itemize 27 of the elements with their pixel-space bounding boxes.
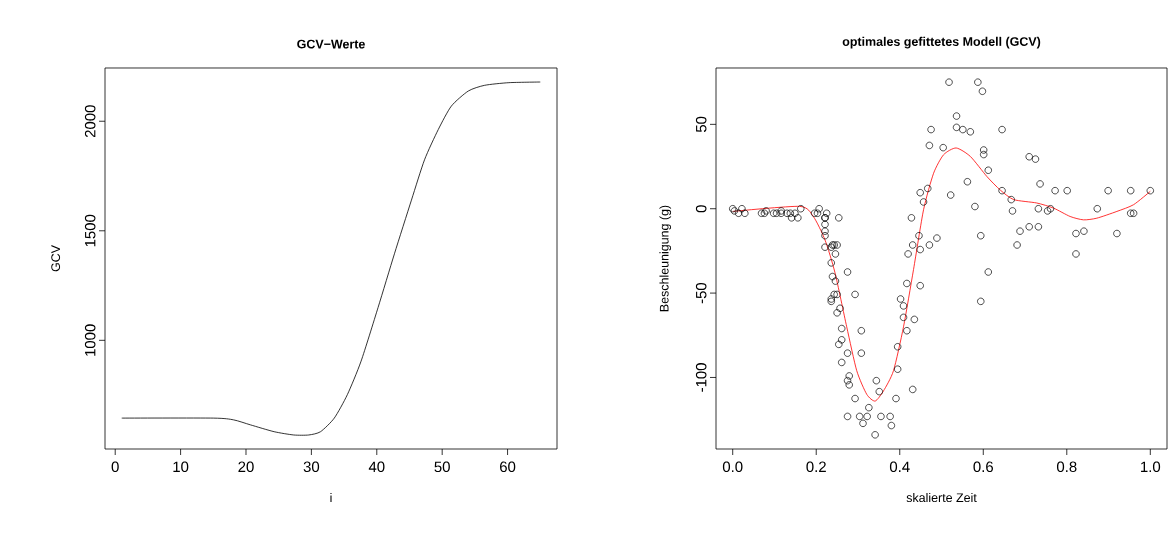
chart-title: optimales gefittetes Modell (GCV) <box>842 36 1041 49</box>
y-tick-label: 50 <box>695 116 707 133</box>
x-tick-label: 0 <box>111 461 119 473</box>
x-tick-label: 0.2 <box>806 461 826 473</box>
y-tick-label: 2000 <box>84 105 96 138</box>
x-tick-label: 60 <box>500 461 516 473</box>
y-tick-label: -100 <box>695 363 707 392</box>
y-tick-label: 1500 <box>84 214 96 247</box>
x-tick-label: 10 <box>173 461 189 473</box>
x-tick-label: 0.6 <box>973 461 993 473</box>
x-tick-label: 1.0 <box>1141 461 1161 473</box>
chart-title: GCV−Werte <box>297 39 365 49</box>
x-tick-label: 20 <box>238 461 254 473</box>
x-axis-title: i <box>330 492 332 502</box>
x-tick-label: 0.0 <box>722 461 743 473</box>
y-axis-title: GCV <box>51 245 61 272</box>
x-tick-label: 50 <box>434 461 450 473</box>
y-tick-label: 1000 <box>84 324 96 356</box>
x-axis-title: skalierte Zeit <box>906 492 977 503</box>
y-tick-label: 0 <box>695 205 707 213</box>
line-series <box>121 81 541 436</box>
x-tick-label: 0.8 <box>1056 461 1077 473</box>
y-tick-label: -50 <box>695 282 707 304</box>
x-tick-label: 30 <box>303 461 320 473</box>
x-tick-label: 0.4 <box>889 461 910 473</box>
x-tick-label: 40 <box>368 461 385 473</box>
y-axis-title: Beschleunigung (g) <box>659 205 672 312</box>
